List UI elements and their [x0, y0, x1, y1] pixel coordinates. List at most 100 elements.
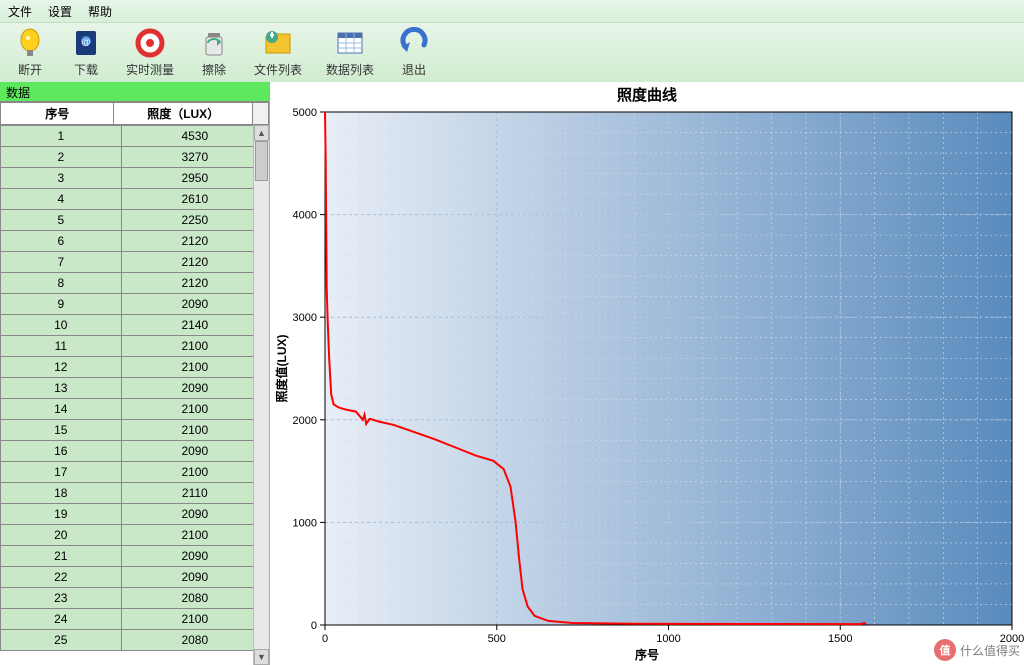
datalist-label: 数据列表 — [326, 61, 374, 78]
cell-index: 2 — [1, 147, 122, 168]
chart-panel: 0500100015002000010002000300040005000照度曲… — [270, 82, 1024, 665]
table-row[interactable]: 3 2950 — [1, 168, 269, 189]
cell-index: 12 — [1, 357, 122, 378]
svg-text:3000: 3000 — [293, 312, 317, 324]
svg-text:4000: 4000 — [293, 210, 317, 222]
download-button[interactable]: @ 下载 — [64, 27, 108, 78]
table-row[interactable]: 1 4530 — [1, 126, 269, 147]
cell-index: 24 — [1, 609, 122, 630]
table-row[interactable]: 5 2250 — [1, 210, 269, 231]
cell-lux: 2100 — [121, 525, 268, 546]
cell-lux: 2100 — [121, 399, 268, 420]
table-row[interactable]: 9 2090 — [1, 294, 269, 315]
table-row[interactable]: 21 2090 — [1, 546, 269, 567]
menu-settings[interactable]: 设置 — [48, 3, 72, 20]
realtime-icon — [134, 27, 166, 59]
table-row[interactable]: 11 2100 — [1, 336, 269, 357]
cell-index: 22 — [1, 567, 122, 588]
cell-index: 21 — [1, 546, 122, 567]
cell-lux: 2610 — [121, 189, 268, 210]
cell-lux: 2090 — [121, 567, 268, 588]
table-row[interactable]: 8 2120 — [1, 273, 269, 294]
filelist-button[interactable]: 文件列表 — [248, 27, 308, 78]
cell-index: 1 — [1, 126, 122, 147]
clear-label: 擦除 — [202, 61, 226, 78]
disconnect-button[interactable]: 断开 — [8, 27, 52, 78]
disconnect-label: 断开 — [18, 61, 42, 78]
filelist-label: 文件列表 — [254, 61, 302, 78]
table-row[interactable]: 20 2100 — [1, 525, 269, 546]
table-row[interactable]: 16 2090 — [1, 441, 269, 462]
svg-text:0: 0 — [311, 620, 317, 632]
cell-index: 16 — [1, 441, 122, 462]
panel-title: 数据 — [0, 82, 269, 102]
table-row[interactable]: 22 2090 — [1, 567, 269, 588]
table-row[interactable]: 14 2100 — [1, 399, 269, 420]
cell-lux: 2120 — [121, 273, 268, 294]
table-row[interactable]: 17 2100 — [1, 462, 269, 483]
cell-index: 7 — [1, 252, 122, 273]
table-row[interactable]: 18 2110 — [1, 483, 269, 504]
cell-index: 8 — [1, 273, 122, 294]
cell-lux: 2090 — [121, 378, 268, 399]
cell-lux: 2100 — [121, 609, 268, 630]
col-lux-header[interactable]: 照度（LUX） — [114, 103, 253, 125]
svg-text:1500: 1500 — [828, 633, 852, 645]
disconnect-icon — [14, 27, 46, 59]
table-row[interactable]: 12 2100 — [1, 357, 269, 378]
cell-lux: 2120 — [121, 252, 268, 273]
main: 数据 序号 照度（LUX） 1 45302 32703 29504 — [0, 82, 1024, 665]
svg-text:照度曲线: 照度曲线 — [617, 86, 677, 104]
datalist-button[interactable]: 数据列表 — [320, 27, 380, 78]
cell-lux: 2100 — [121, 336, 268, 357]
cell-lux: 2080 — [121, 588, 268, 609]
cell-lux: 2110 — [121, 483, 268, 504]
table-scrollbar[interactable]: ▲ ▼ — [253, 125, 269, 665]
exit-button[interactable]: 退出 — [392, 27, 436, 78]
col-index-header[interactable]: 序号 — [1, 103, 114, 125]
cell-index: 25 — [1, 630, 122, 651]
table-row[interactable]: 23 2080 — [1, 588, 269, 609]
svg-text:2000: 2000 — [1000, 633, 1024, 645]
cell-index: 10 — [1, 315, 122, 336]
table-row[interactable]: 10 2140 — [1, 315, 269, 336]
download-icon: @ — [70, 27, 102, 59]
cell-lux: 2120 — [121, 231, 268, 252]
svg-text:5000: 5000 — [293, 107, 317, 119]
svg-text:0: 0 — [322, 633, 328, 645]
table-row[interactable]: 6 2120 — [1, 231, 269, 252]
cell-index: 5 — [1, 210, 122, 231]
table-row[interactable]: 4 2610 — [1, 189, 269, 210]
table-row[interactable]: 7 2120 — [1, 252, 269, 273]
cell-lux: 2080 — [121, 630, 268, 651]
cell-lux: 2140 — [121, 315, 268, 336]
table-row[interactable]: 24 2100 — [1, 609, 269, 630]
toolbar: 断开 @ 下载 实时测量 擦除 文件列表 数据列表 退出 — [0, 22, 1024, 82]
exit-icon — [398, 27, 430, 59]
datalist-icon — [334, 27, 366, 59]
table-row[interactable]: 15 2100 — [1, 420, 269, 441]
cell-index: 9 — [1, 294, 122, 315]
data-panel: 数据 序号 照度（LUX） 1 45302 32703 29504 — [0, 82, 270, 665]
cell-index: 14 — [1, 399, 122, 420]
table-row[interactable]: 25 2080 — [1, 630, 269, 651]
download-label: 下载 — [74, 61, 98, 78]
cell-index: 3 — [1, 168, 122, 189]
table-row[interactable]: 19 2090 — [1, 504, 269, 525]
scroll-down-icon[interactable]: ▼ — [254, 649, 269, 665]
clear-button[interactable]: 擦除 — [192, 27, 236, 78]
scroll-thumb[interactable] — [255, 141, 268, 181]
cell-index: 23 — [1, 588, 122, 609]
table-row[interactable]: 13 2090 — [1, 378, 269, 399]
svg-text:@: @ — [81, 37, 90, 47]
menu-file[interactable]: 文件 — [8, 3, 32, 20]
menu-help[interactable]: 帮助 — [88, 3, 112, 20]
cell-index: 20 — [1, 525, 122, 546]
table-row[interactable]: 2 3270 — [1, 147, 269, 168]
cell-index: 15 — [1, 420, 122, 441]
cell-index: 19 — [1, 504, 122, 525]
header-scroll-spacer — [253, 103, 269, 125]
scroll-up-icon[interactable]: ▲ — [254, 125, 269, 141]
cell-index: 6 — [1, 231, 122, 252]
realtime-button[interactable]: 实时测量 — [120, 27, 180, 78]
